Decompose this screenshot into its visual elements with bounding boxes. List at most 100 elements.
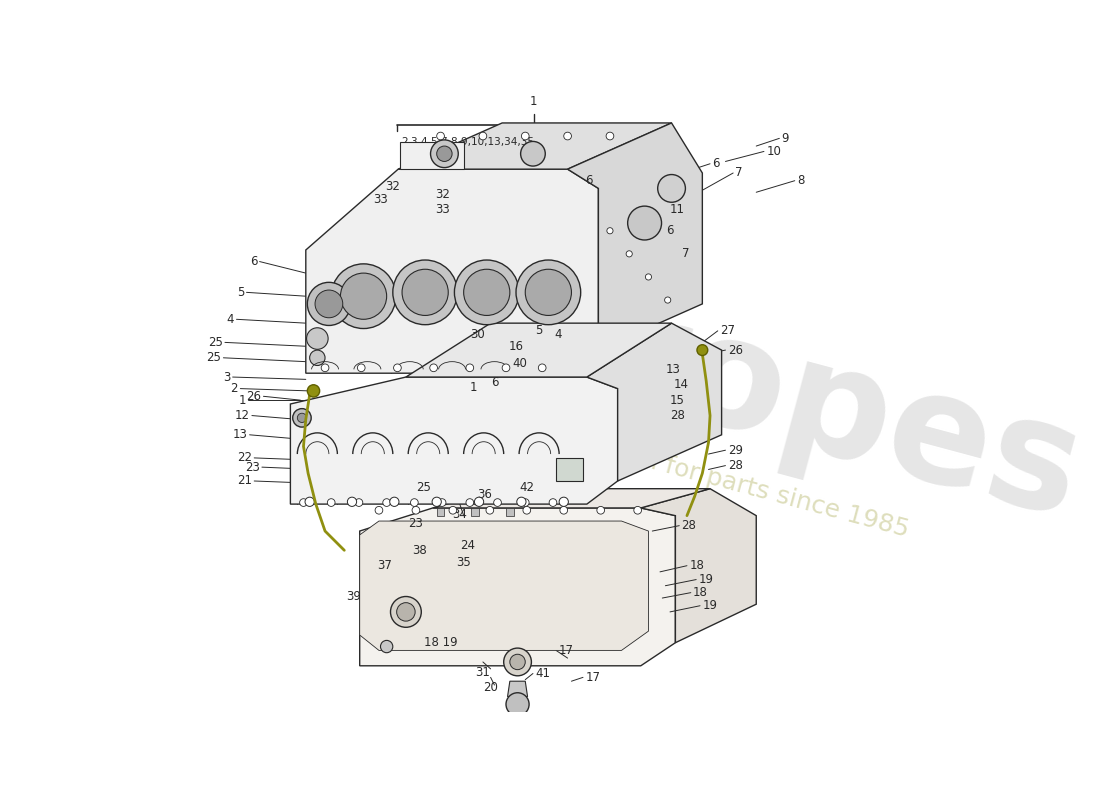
- Circle shape: [506, 693, 529, 716]
- Polygon shape: [433, 489, 711, 508]
- Text: 8: 8: [798, 174, 804, 187]
- Circle shape: [438, 498, 446, 506]
- Text: 2: 2: [231, 382, 238, 395]
- Circle shape: [299, 498, 307, 506]
- Text: 6: 6: [713, 158, 719, 170]
- Circle shape: [520, 142, 546, 166]
- Circle shape: [549, 498, 557, 506]
- Text: 9: 9: [782, 132, 789, 145]
- Text: 28: 28: [728, 459, 743, 472]
- Text: 38: 38: [411, 544, 427, 557]
- Circle shape: [341, 273, 387, 319]
- Circle shape: [381, 640, 393, 653]
- Circle shape: [521, 498, 529, 506]
- Text: 37: 37: [377, 559, 392, 572]
- Text: 27: 27: [720, 324, 735, 338]
- Circle shape: [494, 498, 502, 506]
- Circle shape: [348, 497, 356, 506]
- Text: 5: 5: [536, 324, 542, 338]
- Circle shape: [658, 174, 685, 202]
- Text: 33: 33: [436, 203, 450, 217]
- Polygon shape: [507, 682, 528, 697]
- Text: 10: 10: [767, 145, 781, 158]
- Circle shape: [521, 132, 529, 140]
- Circle shape: [389, 497, 399, 506]
- Polygon shape: [506, 508, 514, 516]
- Circle shape: [315, 290, 343, 318]
- Text: 17: 17: [585, 671, 601, 684]
- Circle shape: [628, 206, 661, 240]
- Circle shape: [393, 260, 458, 325]
- Circle shape: [310, 350, 326, 366]
- Text: 11: 11: [670, 203, 685, 217]
- Circle shape: [597, 506, 605, 514]
- Text: 16: 16: [508, 340, 524, 353]
- Circle shape: [646, 274, 651, 280]
- Circle shape: [432, 497, 441, 506]
- Polygon shape: [406, 323, 671, 377]
- Text: 25: 25: [208, 336, 222, 349]
- Circle shape: [607, 228, 613, 234]
- Polygon shape: [587, 323, 722, 481]
- Text: 28: 28: [682, 519, 696, 532]
- Circle shape: [486, 506, 494, 514]
- Circle shape: [606, 132, 614, 140]
- Text: 14: 14: [674, 378, 689, 391]
- Circle shape: [504, 648, 531, 676]
- Circle shape: [634, 506, 641, 514]
- Circle shape: [358, 364, 365, 372]
- Circle shape: [328, 498, 336, 506]
- Circle shape: [437, 132, 444, 140]
- Text: 19: 19: [698, 573, 714, 586]
- Polygon shape: [640, 489, 757, 642]
- Text: 7: 7: [682, 247, 689, 260]
- Text: 18: 18: [690, 559, 704, 572]
- Polygon shape: [556, 458, 583, 481]
- Text: 21: 21: [236, 474, 252, 487]
- Circle shape: [502, 364, 510, 372]
- Circle shape: [437, 146, 452, 162]
- Circle shape: [307, 385, 320, 397]
- Circle shape: [509, 654, 526, 670]
- Text: 15: 15: [670, 394, 685, 406]
- Text: 4: 4: [227, 313, 234, 326]
- Text: 22: 22: [236, 451, 252, 464]
- Text: 4: 4: [554, 328, 562, 341]
- Text: 36: 36: [477, 488, 493, 502]
- Polygon shape: [437, 508, 444, 516]
- Text: 41: 41: [536, 667, 550, 680]
- Circle shape: [664, 297, 671, 303]
- Text: 13: 13: [232, 428, 248, 442]
- Text: 29: 29: [728, 444, 743, 457]
- Text: 13: 13: [667, 363, 681, 376]
- Text: 1: 1: [239, 394, 245, 406]
- Circle shape: [430, 140, 459, 168]
- Polygon shape: [290, 377, 618, 504]
- Text: 18: 18: [693, 586, 708, 599]
- Text: 23: 23: [408, 517, 422, 530]
- Polygon shape: [306, 169, 598, 373]
- Circle shape: [297, 414, 307, 422]
- Text: 32: 32: [385, 180, 399, 194]
- Text: 32: 32: [436, 188, 450, 201]
- Text: 12: 12: [234, 409, 250, 422]
- Text: 26: 26: [728, 344, 743, 357]
- Polygon shape: [360, 508, 675, 666]
- Polygon shape: [398, 123, 671, 169]
- Text: 18 19: 18 19: [424, 636, 458, 650]
- Circle shape: [480, 132, 487, 140]
- Polygon shape: [568, 123, 703, 350]
- Circle shape: [390, 597, 421, 627]
- Text: 42: 42: [520, 481, 535, 494]
- Text: 30: 30: [470, 328, 484, 341]
- Polygon shape: [472, 508, 480, 516]
- Circle shape: [403, 270, 449, 315]
- Text: 6: 6: [667, 224, 673, 238]
- Circle shape: [522, 506, 530, 514]
- Circle shape: [466, 364, 474, 372]
- Text: 34: 34: [452, 508, 468, 521]
- Circle shape: [375, 506, 383, 514]
- Circle shape: [559, 497, 569, 506]
- Circle shape: [355, 498, 363, 506]
- Circle shape: [538, 364, 546, 372]
